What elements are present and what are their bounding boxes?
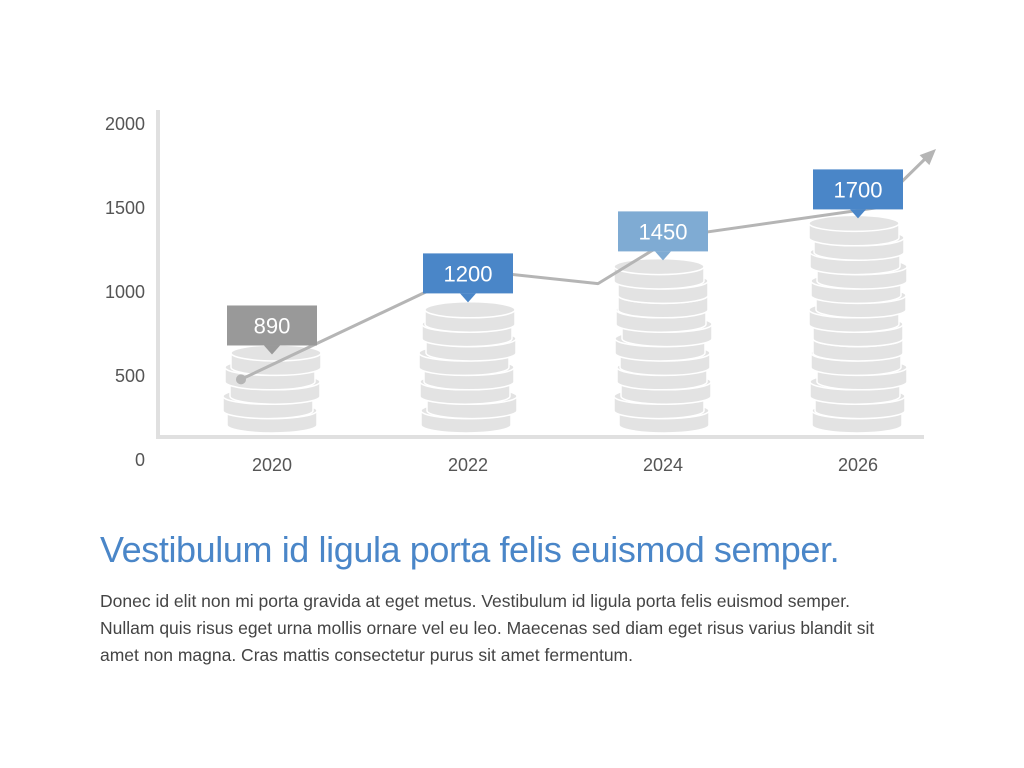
bar-coin-stack [808, 214, 908, 434]
y-tick-label: 500 [115, 366, 145, 386]
y-tick-label: 1500 [105, 198, 145, 218]
bar-coin-stack [613, 257, 713, 434]
data-label-callout: 1700 [813, 169, 903, 219]
y-tick-labels: 0 500 1000 1500 2000 [105, 114, 145, 470]
data-label: 1700 [834, 177, 883, 202]
data-label: 1450 [639, 219, 688, 244]
chart-axes [156, 110, 924, 439]
x-tick-label: 2026 [838, 455, 878, 475]
x-tick-label: 2022 [448, 455, 488, 475]
coin-stack-chart: 0 500 1000 1500 2000 2020 2022 2024 2026 890 120… [105, 110, 936, 475]
y-tick-label: 1000 [105, 282, 145, 302]
x-tick-label: 2020 [252, 455, 292, 475]
bar-coin-stack [418, 301, 518, 434]
body-paragraph: Donec id elit non mi porta gravida at eg… [100, 591, 875, 665]
data-label-callout: 1200 [423, 253, 513, 303]
x-tick-label: 2024 [643, 455, 683, 475]
data-label-callout: 890 [227, 305, 317, 355]
y-tick-label: 0 [135, 450, 145, 470]
section-heading: Vestibulum id ligula porta felis euismod… [100, 529, 840, 570]
bar-coin-stack [222, 344, 322, 434]
x-tick-labels: 2020 2022 2024 2026 [252, 455, 878, 475]
value-callouts: 890 1200 1450 1700 [227, 169, 903, 355]
trend-line-start-point [236, 374, 246, 385]
data-label: 890 [254, 313, 291, 338]
trend-arrow-icon [919, 149, 936, 166]
data-label: 1200 [444, 261, 493, 286]
coin-stacks [222, 214, 908, 434]
data-label-callout: 1450 [618, 211, 708, 261]
y-tick-label: 2000 [105, 114, 145, 134]
